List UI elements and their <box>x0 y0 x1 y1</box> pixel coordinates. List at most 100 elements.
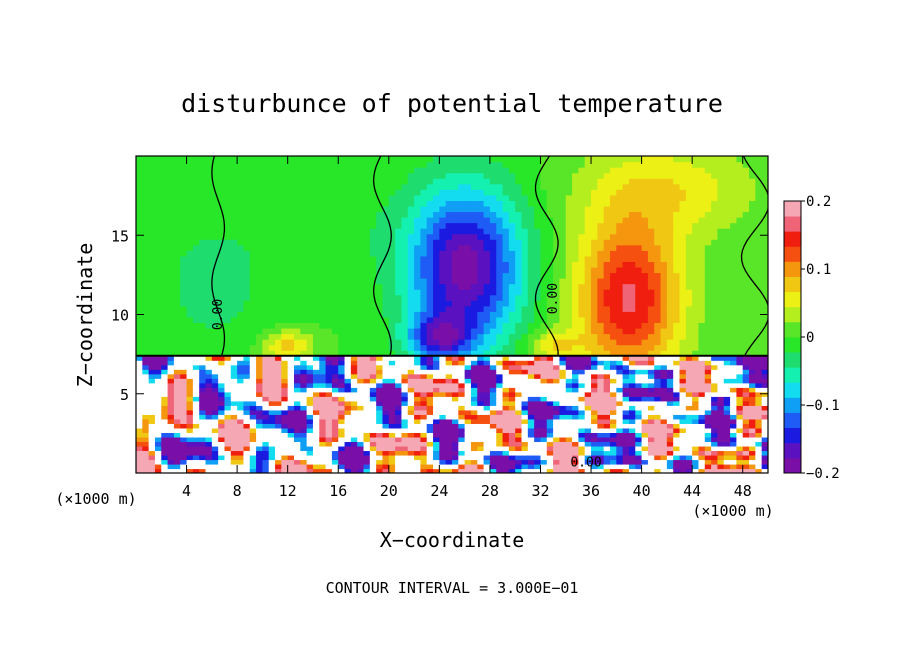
field-cell <box>382 156 390 163</box>
field-cell <box>136 255 143 263</box>
field-cell <box>673 294 681 301</box>
field-cell <box>268 294 276 301</box>
field-cell <box>256 387 263 393</box>
field-cell <box>325 289 333 296</box>
field-cell <box>268 167 276 174</box>
field-cell <box>243 414 251 420</box>
field-cell <box>559 172 567 179</box>
field-cell <box>698 239 706 246</box>
field-cell <box>591 211 598 218</box>
field-cell <box>464 272 472 279</box>
field-cell <box>761 283 768 290</box>
field-cell <box>237 250 245 257</box>
field-cell <box>268 161 276 168</box>
field-cell <box>470 194 478 201</box>
field-cell <box>268 200 276 207</box>
field-cell <box>350 463 358 470</box>
field-cell <box>230 468 238 473</box>
field-cell <box>742 266 750 274</box>
field-cell <box>281 205 289 213</box>
field-cell <box>382 250 390 257</box>
field-cell <box>407 272 415 279</box>
field-cell <box>723 300 731 307</box>
field-cell <box>610 278 617 285</box>
field-cell <box>268 255 276 263</box>
field-cell <box>243 183 251 190</box>
field-cell <box>439 305 447 312</box>
field-cell <box>192 300 200 307</box>
field-cell <box>439 250 447 257</box>
field-cell <box>546 300 554 307</box>
field-cell <box>344 233 352 240</box>
field-cell <box>262 222 270 229</box>
field-cell <box>401 305 409 312</box>
field-cell <box>496 316 504 324</box>
field-cell <box>287 222 295 229</box>
field-cell <box>344 167 352 174</box>
field-cell <box>452 355 459 361</box>
field-cell <box>685 161 693 168</box>
field-cell <box>287 445 295 452</box>
field-cell <box>142 378 150 384</box>
field-cell <box>578 183 586 190</box>
field-cell <box>452 418 459 424</box>
field-cell <box>161 454 169 461</box>
field-cell <box>205 200 213 207</box>
field-cell <box>357 414 365 420</box>
field-cell <box>205 283 213 290</box>
field-cell <box>230 414 238 420</box>
field-cell <box>464 211 472 218</box>
field-cell <box>136 250 143 257</box>
field-cell <box>439 378 447 384</box>
field-cell <box>173 266 181 274</box>
field-cell <box>401 454 409 461</box>
field-cell <box>199 436 207 443</box>
field-cell <box>199 423 207 429</box>
field-cell <box>205 311 213 318</box>
field-cell <box>237 369 245 375</box>
field-cell <box>698 172 706 179</box>
field-cell <box>154 233 162 240</box>
field-cell <box>439 272 447 279</box>
field-cell <box>597 350 605 357</box>
field-cell <box>256 369 263 375</box>
field-cell <box>344 350 352 357</box>
field-cell <box>338 436 346 443</box>
field-cell <box>521 289 529 296</box>
field-cell <box>591 228 598 235</box>
field-cell <box>628 217 636 224</box>
field-cell <box>382 339 390 346</box>
field-cell <box>300 244 308 251</box>
field-cell <box>407 283 415 290</box>
field-cell <box>344 468 352 473</box>
field-cell <box>256 450 263 456</box>
field-cell <box>186 423 194 429</box>
field-cell <box>161 222 169 229</box>
field-cell <box>420 463 428 470</box>
field-cell <box>199 405 207 411</box>
field-cell <box>622 322 630 329</box>
field-cell <box>256 400 263 406</box>
field-cell <box>363 463 371 470</box>
field-cell <box>591 311 598 318</box>
field-cell <box>161 261 169 268</box>
field-cell <box>306 436 314 443</box>
field-cell <box>154 436 162 443</box>
field-cell <box>237 355 245 361</box>
field-cell <box>136 178 143 185</box>
field-cell <box>591 222 598 229</box>
field-cell <box>218 300 226 307</box>
field-cell <box>237 244 245 251</box>
field-cell <box>388 339 396 346</box>
field-cell <box>730 261 737 268</box>
field-cell <box>319 156 327 163</box>
field-cell <box>470 445 478 452</box>
field-cell <box>224 373 232 379</box>
field-cell <box>167 161 175 168</box>
field-cell <box>167 459 175 465</box>
field-cell <box>237 427 245 433</box>
field-cell <box>230 409 238 415</box>
field-cell <box>218 378 226 384</box>
field-cell <box>470 233 478 240</box>
field-cell <box>426 468 434 473</box>
